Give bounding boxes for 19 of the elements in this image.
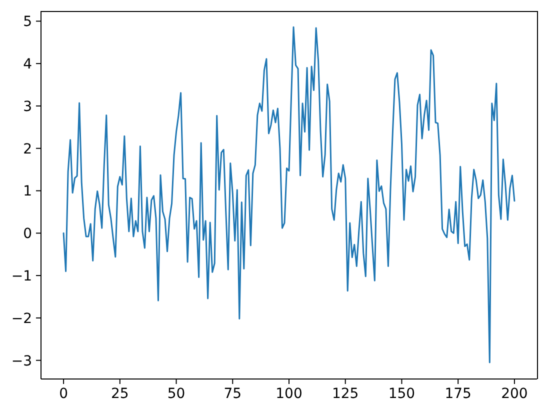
- y-tick-label: 5: [23, 14, 32, 30]
- y-tick-label: 1: [23, 184, 32, 200]
- y-tick-label: −3: [11, 353, 32, 370]
- x-tick-label: 0: [59, 386, 68, 402]
- x-tick-label: 50: [167, 386, 186, 402]
- x-tick-label: 25: [110, 386, 129, 402]
- x-tick-label: 150: [388, 386, 416, 402]
- y-tick-label: 2: [23, 141, 32, 158]
- x-tick-label: 100: [276, 386, 302, 402]
- x-tick-label: 175: [444, 386, 472, 402]
- x-tick-label: 125: [332, 386, 359, 402]
- line-series: [62, 26, 516, 364]
- y-tick-label: 0: [23, 226, 32, 242]
- y-tick-label: 4: [23, 56, 32, 73]
- y-tick-label: −2: [11, 310, 32, 327]
- x-tick-label: 200: [501, 386, 528, 402]
- y-tick-label: 3: [23, 98, 32, 115]
- x-tick-label: 75: [224, 386, 242, 402]
- y-tick-label: −1: [11, 268, 32, 285]
